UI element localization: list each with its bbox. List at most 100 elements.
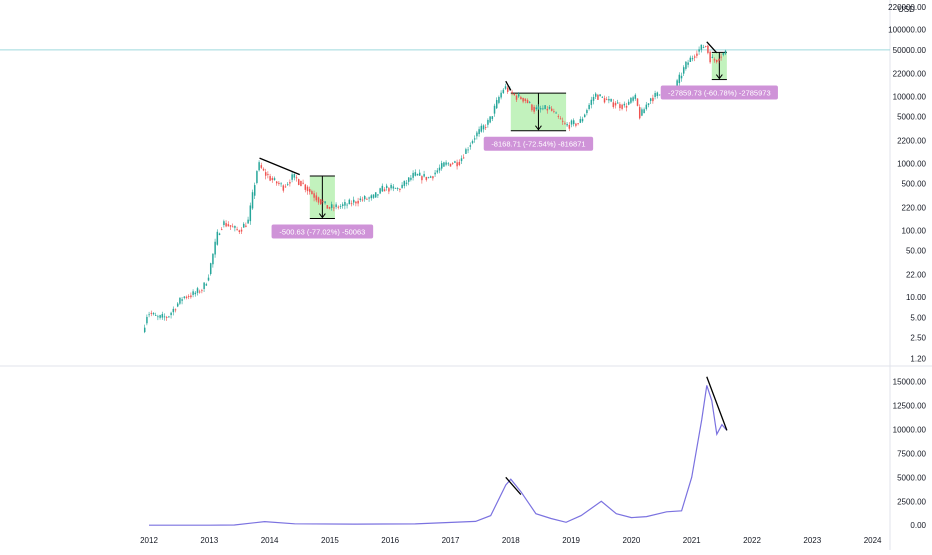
candle-body bbox=[561, 120, 564, 122]
candle-body bbox=[456, 162, 458, 167]
price-axis[interactable]: USD 220000.00 100000.00 50000.00 22000.00 10… bbox=[888, 3, 926, 364]
price-tick-label: 10.00 bbox=[906, 293, 927, 302]
candle-body bbox=[366, 198, 368, 200]
candle-body bbox=[326, 205, 329, 209]
candle-body bbox=[528, 101, 531, 103]
price-tick-label: 500.00 bbox=[902, 180, 927, 189]
measurement-label: -27859.73 (-60.78%) -2785973 bbox=[668, 89, 771, 98]
candle-body bbox=[447, 163, 450, 165]
candle-body bbox=[361, 199, 364, 201]
candle-body bbox=[284, 186, 287, 188]
candle-body bbox=[627, 101, 630, 105]
candle-body bbox=[418, 172, 421, 176]
currency-label: USD bbox=[898, 5, 915, 14]
candle-body bbox=[533, 106, 535, 112]
candle-body bbox=[245, 225, 247, 227]
candle-body bbox=[436, 170, 439, 173]
candle-body bbox=[460, 158, 463, 162]
candle-body bbox=[234, 226, 236, 228]
price-trendline bbox=[259, 157, 300, 176]
candle-body bbox=[315, 195, 318, 201]
candle-body bbox=[220, 229, 223, 231]
candle-body bbox=[504, 86, 507, 89]
price-tick-label: 10000.00 bbox=[893, 93, 927, 102]
candle-body bbox=[183, 296, 186, 298]
time-tick-label: 2012 bbox=[140, 536, 158, 545]
candle-body bbox=[581, 118, 584, 122]
candle-body bbox=[491, 116, 494, 119]
candle-body bbox=[350, 203, 353, 205]
candle-body bbox=[544, 105, 546, 110]
candle-body bbox=[168, 316, 170, 318]
candle-body bbox=[273, 178, 276, 181]
candle-body bbox=[227, 224, 230, 227]
measurement-arrow-head bbox=[318, 213, 326, 219]
candle-body bbox=[612, 102, 615, 107]
candle-body bbox=[643, 109, 645, 114]
candle-body bbox=[174, 309, 177, 311]
candle-body bbox=[590, 99, 593, 105]
candle-body bbox=[599, 94, 601, 96]
measurement-badges: -500.63 (-77.02%) -50063 -8168.71 (-72.54… bbox=[271, 85, 778, 239]
measurement-boxes bbox=[309, 51, 727, 220]
candle-body bbox=[575, 123, 577, 126]
candle-body bbox=[311, 191, 313, 195]
candle-body bbox=[449, 163, 452, 167]
candle-body bbox=[238, 230, 241, 233]
candle-body bbox=[462, 157, 465, 159]
candle-body bbox=[678, 74, 681, 84]
candle-body bbox=[579, 119, 582, 123]
candle-body bbox=[482, 125, 485, 130]
candle-body bbox=[302, 182, 304, 184]
candle-body bbox=[289, 182, 291, 184]
candle-body bbox=[572, 120, 575, 125]
candle-body bbox=[388, 188, 390, 192]
time-tick-label: 2022 bbox=[743, 536, 761, 545]
candle-body bbox=[520, 97, 522, 100]
candle-body bbox=[658, 94, 661, 96]
price-trendline bbox=[706, 41, 718, 54]
indicator-line bbox=[149, 385, 728, 526]
candle-body bbox=[511, 91, 513, 93]
candle-body bbox=[163, 316, 166, 318]
price-tick-label: 100.00 bbox=[902, 226, 927, 235]
candle-body bbox=[465, 149, 467, 154]
candle-body bbox=[203, 282, 205, 289]
time-axis[interactable]: 2012 2013 2014 2015 2016 2017 2018 2019 2020 2021… bbox=[140, 536, 882, 545]
candle-body bbox=[236, 229, 238, 230]
candle-body bbox=[458, 161, 461, 166]
candle-body bbox=[568, 124, 571, 129]
candle-body bbox=[704, 46, 707, 47]
time-tick-label: 2023 bbox=[803, 536, 821, 545]
candle-body bbox=[484, 127, 487, 128]
candle-body bbox=[707, 45, 709, 53]
candle-body bbox=[324, 201, 326, 204]
candle-body bbox=[352, 199, 355, 203]
candle-body bbox=[170, 312, 172, 316]
candle-body bbox=[374, 192, 377, 198]
indicator-tick-label: 15000.00 bbox=[893, 378, 927, 387]
candle-body bbox=[564, 123, 566, 125]
candle-body bbox=[260, 165, 263, 168]
price-tick-label: 100000.00 bbox=[888, 26, 926, 35]
candle-body bbox=[150, 312, 153, 314]
candle-body bbox=[691, 58, 694, 60]
candle-body bbox=[379, 188, 381, 194]
measurement-label: -500.63 (-77.02%) -50063 bbox=[279, 228, 365, 237]
candle-body bbox=[306, 186, 309, 192]
candle-body bbox=[194, 292, 197, 295]
candle-body bbox=[619, 104, 621, 109]
candle-body bbox=[286, 184, 289, 186]
candle-body bbox=[438, 167, 441, 171]
candle-body bbox=[676, 80, 678, 88]
candle-body bbox=[405, 182, 408, 184]
candle-body bbox=[700, 44, 703, 50]
candle-body bbox=[687, 62, 689, 65]
indicator-axis[interactable]: 15000.00 12500.00 10000.00 7500.00 5000.00 25… bbox=[893, 378, 927, 531]
candle-body bbox=[594, 93, 597, 97]
candle-body bbox=[548, 106, 551, 109]
candle-body bbox=[588, 104, 590, 110]
